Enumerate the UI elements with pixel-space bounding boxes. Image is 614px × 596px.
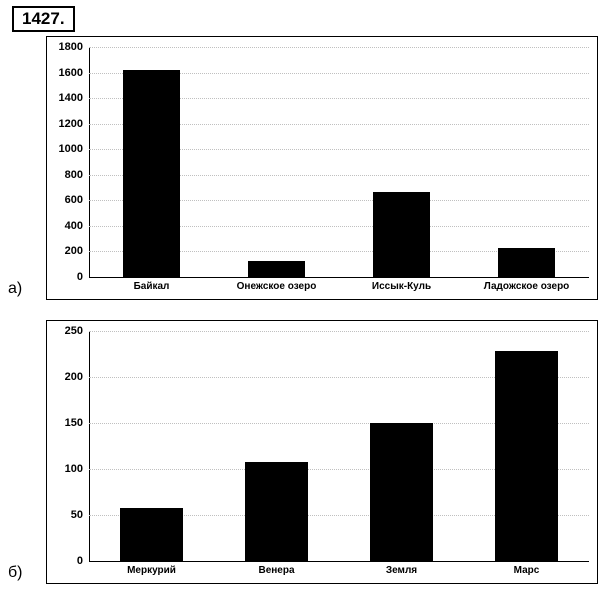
chart-frame: 0 200 400 600 800 1000 1200 1400 1600 1800 Байкал О… (46, 36, 598, 300)
y-tick-label: 250 (65, 325, 89, 337)
y-axis (89, 47, 90, 277)
x-tick-label: Земля (386, 561, 417, 576)
plot-area: 050100150200250МеркурийВенераЗемляМарс (89, 331, 589, 561)
bar (498, 248, 554, 277)
bar (248, 261, 304, 277)
y-tick-label: 150 (65, 417, 89, 429)
y-axis (89, 331, 90, 561)
bar (245, 462, 308, 561)
y-tick-label: 1200 (59, 118, 89, 130)
bar (123, 70, 179, 277)
y-tick-label: 0 (77, 271, 89, 283)
problem-number: 1427. (12, 6, 75, 32)
y-tick-label: 100 (65, 463, 89, 475)
x-tick-label: Венера (258, 561, 294, 576)
panel-label: а) (8, 280, 22, 298)
grid-line (89, 331, 589, 332)
y-tick-label: 1000 (59, 143, 89, 155)
grid-line (89, 47, 589, 48)
plot-area: 020040060080010001200140016001800БайкалО… (89, 47, 589, 277)
x-tick-label: Меркурий (127, 561, 176, 576)
y-tick-label: 1600 (59, 67, 89, 79)
y-tick-label: 1800 (59, 41, 89, 53)
y-tick-label: 0 (77, 555, 89, 567)
x-tick-label: Онежское озеро (237, 277, 317, 292)
bar (373, 192, 429, 277)
bar (495, 351, 558, 561)
y-tick-label: 400 (65, 220, 89, 232)
chart-frame: 0 50 100 150 200 250 Меркурий Венера Земля Марс (46, 320, 598, 584)
x-tick-label: Иссык-Куль (372, 277, 431, 292)
y-tick-label: 50 (71, 509, 89, 521)
page-root: 1427. а)02004006008001000120014001600180… (0, 0, 614, 596)
x-tick-label: Ладожское озеро (484, 277, 570, 292)
bar (370, 423, 433, 561)
panel-label: б) (8, 564, 23, 582)
y-tick-label: 800 (65, 169, 89, 181)
x-tick-label: Марс (514, 561, 540, 576)
y-tick-label: 200 (65, 245, 89, 257)
x-tick-label: Байкал (134, 277, 170, 292)
bar (120, 508, 183, 561)
y-tick-label: 200 (65, 371, 89, 383)
y-tick-label: 600 (65, 194, 89, 206)
y-tick-label: 1400 (59, 92, 89, 104)
